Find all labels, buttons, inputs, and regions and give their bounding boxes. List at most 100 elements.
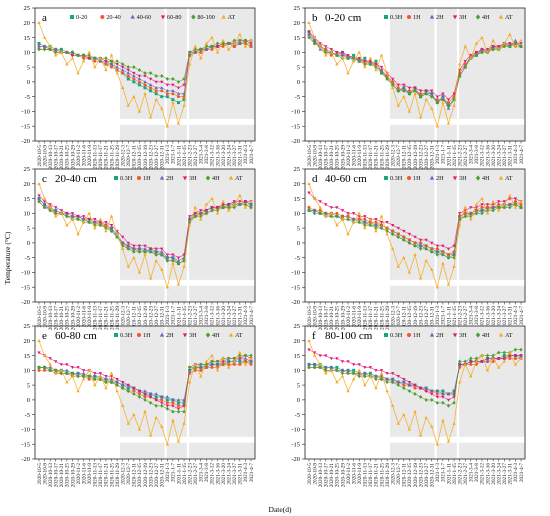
x-tick-label: 2021-1-11 bbox=[176, 145, 182, 167]
data-point bbox=[137, 394, 142, 399]
x-tick-label: 2020-10-5 bbox=[37, 463, 43, 485]
data-point bbox=[148, 400, 153, 405]
panel-letter: f bbox=[312, 330, 316, 342]
data-point bbox=[485, 359, 490, 363]
y-tick-label: 20 bbox=[294, 338, 301, 345]
legend-marker bbox=[182, 176, 188, 181]
data-point bbox=[87, 57, 91, 61]
data-point bbox=[210, 359, 214, 364]
data-point bbox=[469, 356, 473, 361]
data-point bbox=[171, 261, 175, 265]
data-point bbox=[48, 44, 52, 48]
data-point bbox=[368, 62, 373, 67]
legend-label: 0.3H bbox=[390, 175, 403, 182]
data-point bbox=[402, 235, 406, 239]
data-point bbox=[42, 47, 47, 52]
data-point bbox=[452, 92, 456, 96]
data-point bbox=[491, 356, 495, 360]
data-point bbox=[37, 181, 41, 185]
data-point bbox=[485, 211, 490, 215]
data-point bbox=[413, 386, 417, 390]
data-point bbox=[126, 246, 130, 251]
data-point bbox=[210, 44, 214, 49]
data-point bbox=[154, 92, 158, 96]
data-point bbox=[176, 256, 181, 260]
x-tick-label: 2021-1-7 bbox=[171, 145, 177, 164]
data-point bbox=[318, 47, 322, 51]
data-point bbox=[148, 276, 153, 280]
x-tick-label: 2021-1-11 bbox=[446, 145, 452, 167]
data-point bbox=[176, 439, 181, 443]
data-point bbox=[160, 267, 164, 271]
data-point bbox=[396, 421, 400, 425]
y-tick-label: 0 bbox=[297, 397, 300, 404]
x-tick-label: 2020-12-19 bbox=[413, 306, 419, 331]
data-point bbox=[132, 80, 136, 84]
data-point bbox=[76, 366, 80, 370]
data-point bbox=[469, 374, 473, 378]
x-tick-label: 2020-10-29 bbox=[70, 306, 76, 331]
legend-marker bbox=[130, 14, 135, 19]
x-tick-label: 2021-4-7 bbox=[249, 145, 255, 164]
x-tick-label: 2021-3-16 bbox=[215, 463, 221, 485]
data-point bbox=[497, 357, 501, 361]
data-point bbox=[81, 220, 86, 224]
data-point bbox=[210, 35, 214, 39]
data-point bbox=[76, 374, 80, 379]
data-point bbox=[457, 359, 462, 364]
data-point bbox=[413, 241, 417, 245]
data-point bbox=[469, 217, 473, 221]
data-point bbox=[37, 351, 41, 355]
data-point bbox=[176, 404, 180, 408]
data-point bbox=[171, 398, 175, 402]
x-tick-label: 2021-3-20 bbox=[221, 463, 227, 485]
data-point bbox=[385, 372, 389, 376]
data-point bbox=[413, 409, 417, 413]
data-point bbox=[243, 202, 248, 207]
y-tick-label: -5 bbox=[25, 94, 30, 101]
x-tick-label: 2020-11-13 bbox=[93, 463, 99, 487]
data-point bbox=[37, 338, 41, 342]
x-tick-label: 2020-12-11 bbox=[402, 463, 408, 487]
panel-letter: c bbox=[42, 173, 47, 185]
y-tick-label: 25 bbox=[294, 5, 301, 12]
data-point bbox=[469, 206, 473, 210]
data-point bbox=[249, 356, 253, 360]
x-tick-label: 2021-3-20 bbox=[491, 306, 497, 328]
data-point bbox=[446, 101, 450, 105]
x-tick-label: 2020-11-21 bbox=[104, 306, 110, 330]
x-tick-label: 2021-3-12 bbox=[210, 145, 216, 167]
data-point bbox=[374, 62, 378, 66]
x-tick-label: 2020-11-6 bbox=[81, 306, 87, 328]
data-point bbox=[93, 377, 97, 382]
data-point bbox=[221, 356, 225, 360]
data-point bbox=[93, 383, 97, 387]
data-point bbox=[446, 439, 451, 443]
data-point bbox=[346, 232, 350, 236]
data-point bbox=[121, 62, 125, 67]
y-tick-label: -20 bbox=[291, 138, 300, 145]
data-point bbox=[508, 350, 512, 354]
data-point bbox=[346, 368, 350, 372]
data-point bbox=[352, 53, 356, 57]
x-tick-label: 2020-12-31 bbox=[160, 463, 166, 488]
legend-label: AT bbox=[228, 14, 236, 21]
data-point bbox=[115, 235, 119, 239]
x-tick-label: 2020-12-11 bbox=[132, 145, 138, 169]
data-point bbox=[182, 401, 186, 405]
x-tick-label: 2020-12-23 bbox=[148, 306, 154, 331]
data-point bbox=[182, 264, 186, 268]
data-point bbox=[430, 89, 434, 93]
data-point bbox=[109, 380, 114, 385]
data-point bbox=[37, 41, 41, 45]
legend-label: 3H bbox=[459, 175, 467, 182]
data-point bbox=[508, 32, 512, 36]
data-point bbox=[70, 54, 75, 58]
data-point bbox=[502, 354, 506, 358]
series-AT bbox=[307, 181, 523, 289]
data-point bbox=[109, 53, 114, 57]
x-tick-label: 2020-10-5 bbox=[307, 145, 313, 167]
x-tick-label: 2021-4-7 bbox=[249, 463, 255, 482]
data-point bbox=[182, 103, 186, 107]
